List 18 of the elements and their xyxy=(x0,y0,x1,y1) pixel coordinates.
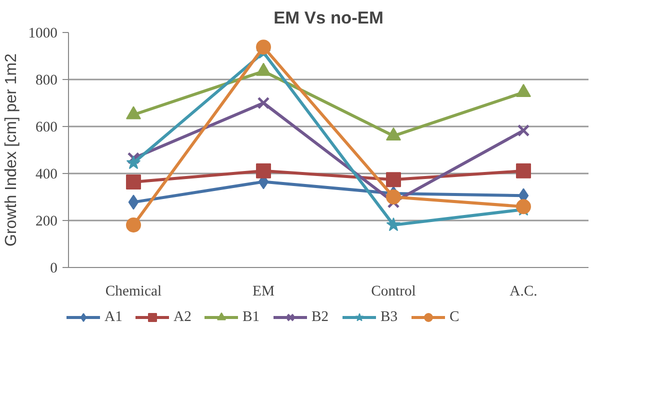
x-tick-label: A.C. xyxy=(510,284,538,300)
legend-label: A2 xyxy=(174,308,192,326)
y-tick-label: 0 xyxy=(50,260,58,276)
y-tick-label: 600 xyxy=(36,120,58,136)
legend-label: B1 xyxy=(242,308,261,326)
x-tick-label: EM xyxy=(252,284,274,300)
y-axis-title: Growth Index [cm] per 1m2 xyxy=(3,53,20,246)
chart-title: EM Vs no-EM xyxy=(274,8,384,28)
legend-label: B2 xyxy=(312,308,330,326)
y-tick-label: 800 xyxy=(36,72,58,88)
y-tick-label: 1000 xyxy=(28,26,58,42)
legend-label: C xyxy=(450,308,460,326)
legend-label: B3 xyxy=(380,308,399,326)
y-tick-label: 200 xyxy=(36,214,58,230)
x-tick-label: Control xyxy=(371,284,416,300)
legend-label: A1 xyxy=(104,308,124,326)
y-tick-label: 400 xyxy=(36,166,58,182)
x-tick-label: Chemical xyxy=(105,284,162,300)
